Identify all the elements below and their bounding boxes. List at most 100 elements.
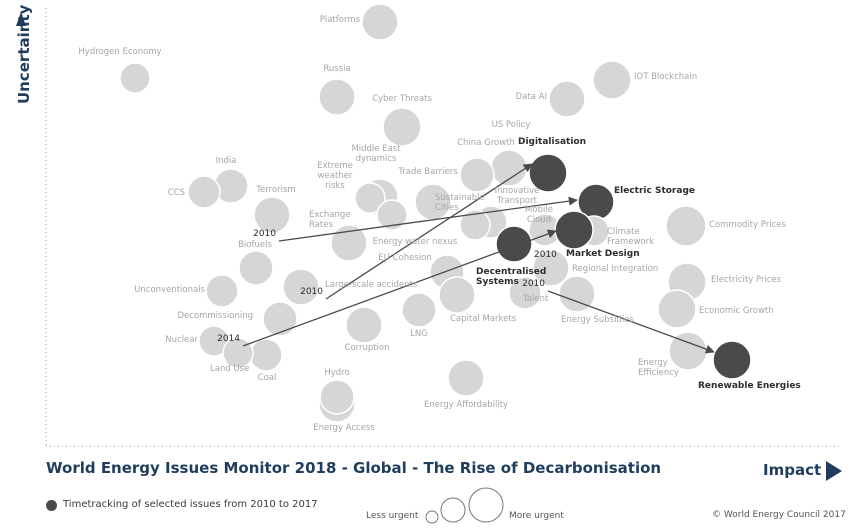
- trajectory-arrow-1: [278, 196, 578, 242]
- bubble-extreme-weather-risks: [354, 182, 386, 214]
- label-market-design: Market Design: [566, 249, 640, 259]
- label-commodity-prices: Commodity Prices: [709, 220, 786, 230]
- bubble-digitalisation: [528, 153, 568, 193]
- trajectory-layer: [242, 163, 715, 354]
- bubble-us-policy: [490, 149, 528, 187]
- label-renewable-energies: Renewable Energies: [698, 381, 801, 391]
- label-energy-water-nexus: Energy water nexus: [373, 237, 458, 247]
- bubble-china-growth: [459, 157, 495, 193]
- label-large-scale-accidents: Large-scale accidents: [325, 280, 418, 290]
- label-middle-east-dynamics: Middle East dynamics: [351, 144, 401, 164]
- bubble-energy-water-nexus: [376, 199, 408, 231]
- label-electricity-prices: Electricity Prices: [711, 275, 782, 285]
- label-extreme-weather-risks: Extreme weather risks: [317, 161, 353, 191]
- label-energy-access: Energy Access: [313, 423, 375, 433]
- legend-dot-icon: [46, 500, 57, 511]
- label-innovative-transport: Innovative Transport: [495, 186, 540, 206]
- trajectory-year-2: 2010: [300, 287, 323, 297]
- less-urgent-label: Less urgent: [366, 511, 419, 521]
- label-corruption: Corruption: [344, 343, 389, 353]
- x-axis-arrow-icon: [826, 461, 842, 481]
- y-axis-arrow-icon: [16, 12, 26, 26]
- bubble-data-ai: [548, 80, 586, 118]
- trajectory-arrow-3: [242, 229, 557, 347]
- bubble-capital-markets: [438, 276, 476, 314]
- label-lng: LNG: [410, 329, 428, 339]
- label-unconventionals: Unconventionals: [134, 285, 205, 295]
- label-hydro: Hydro: [324, 368, 349, 378]
- label-capital-markets: Capital Markets: [450, 314, 517, 324]
- label-nuclear: Nuclear: [165, 335, 198, 345]
- size-legend-medium: [440, 497, 466, 523]
- label-electric-storage: Electric Storage: [614, 186, 695, 196]
- bubble-economic-growth: [657, 289, 697, 329]
- label-exchange-rates: Exchange Rates: [309, 210, 351, 230]
- label-regional-integration: Regional Integration: [572, 264, 658, 274]
- bubble-renewable-energies: [712, 340, 752, 380]
- bubble-terrorism: [253, 196, 291, 234]
- label-sustainable-cities: Sustainable Cities: [435, 193, 485, 213]
- bubble-corruption: [345, 306, 383, 344]
- label-india: India: [216, 156, 237, 166]
- label-terrorism: Terrorism: [255, 185, 295, 195]
- bubble-coal: [249, 338, 283, 372]
- label-russia: Russia: [323, 64, 350, 74]
- label-digitalisation: Digitalisation: [518, 137, 586, 147]
- label-biofuels: Biofuels: [238, 240, 272, 250]
- bubble-lng: [401, 292, 437, 328]
- bubble-exchange-rates: [330, 224, 368, 262]
- label-decentralised-systems: Decentralised Systems: [476, 267, 546, 287]
- more-urgent-label: More urgent: [509, 511, 564, 521]
- trajectory-arrow-4: [547, 290, 715, 354]
- label-energy-efficiency: Energy Efficiency: [638, 358, 679, 378]
- size-legend-large: [468, 487, 504, 523]
- bubble-hydrogen-economy: [119, 62, 151, 94]
- label-decommissioning: Decommissioning: [177, 311, 253, 321]
- copyright: © World Energy Council 2017: [712, 510, 846, 520]
- label-talent: Talent: [522, 294, 549, 304]
- chart-title: World Energy Issues Monitor 2018 - Globa…: [46, 459, 662, 477]
- bubble-platforms: [361, 3, 399, 41]
- bubble-regional-integration: [532, 249, 570, 287]
- trajectory-year-4: 2010: [522, 279, 545, 289]
- label-trade-barriers: Trade Barriers: [397, 167, 458, 177]
- size-legend-small: [425, 510, 439, 524]
- label-eu-cohesion: EU Cohesion: [378, 253, 431, 263]
- label-platforms: Platforms: [320, 15, 361, 25]
- size-legend: [425, 487, 504, 524]
- bubble-talent: [508, 276, 542, 310]
- bubble-market-design: [554, 210, 594, 250]
- trajectory-arrow-2: [325, 163, 533, 300]
- label-land-use: Land Use: [210, 364, 249, 374]
- label-layer: Platforms Hydrogen Economy Russia Data AI IO…: [78, 15, 800, 433]
- bubble-energy-access: [319, 379, 355, 415]
- bubble-energy-affordability: [447, 359, 485, 397]
- legend-text: Timetracking of selected issues from 201…: [63, 499, 318, 510]
- label-mobile-cloud: Mobile Cloud: [525, 205, 553, 225]
- label-climate-framework: Climate Framework: [607, 227, 654, 247]
- trajectory-year-1: 2010: [253, 229, 276, 239]
- label-ccs: CCS: [168, 188, 185, 198]
- x-axis-label: Impact: [763, 461, 822, 479]
- label-energy-affordability: Energy Affordability: [424, 400, 508, 410]
- bubble-energy-subsidies: [558, 275, 596, 313]
- bubble-ccs: [187, 175, 221, 209]
- label-hydrogen-economy: Hydrogen Economy: [78, 47, 161, 57]
- bubble-decommissioning: [262, 301, 298, 337]
- label-us-policy: US Policy: [492, 120, 531, 130]
- trajectory-year-extra: 2010: [534, 250, 557, 260]
- label-coal: Coal: [258, 373, 277, 383]
- label-cyber-threats: Cyber Threats: [372, 94, 432, 104]
- trajectory-year-3: 2014: [217, 334, 240, 344]
- label-china-growth: China Growth: [457, 138, 515, 148]
- label-data-ai: Data AI: [516, 92, 547, 102]
- bubble-unconventionals: [205, 274, 239, 308]
- bubble-biofuels: [238, 250, 274, 286]
- label-economic-growth: Economic Growth: [699, 306, 774, 316]
- y-axis-label: Uncertainty: [15, 4, 33, 104]
- bubble-large-scale-accidents: [282, 268, 320, 306]
- bubble-decentralised-systems: [495, 225, 533, 263]
- bubble-russia: [318, 78, 356, 116]
- bubble-sustainable-cities: [459, 209, 491, 241]
